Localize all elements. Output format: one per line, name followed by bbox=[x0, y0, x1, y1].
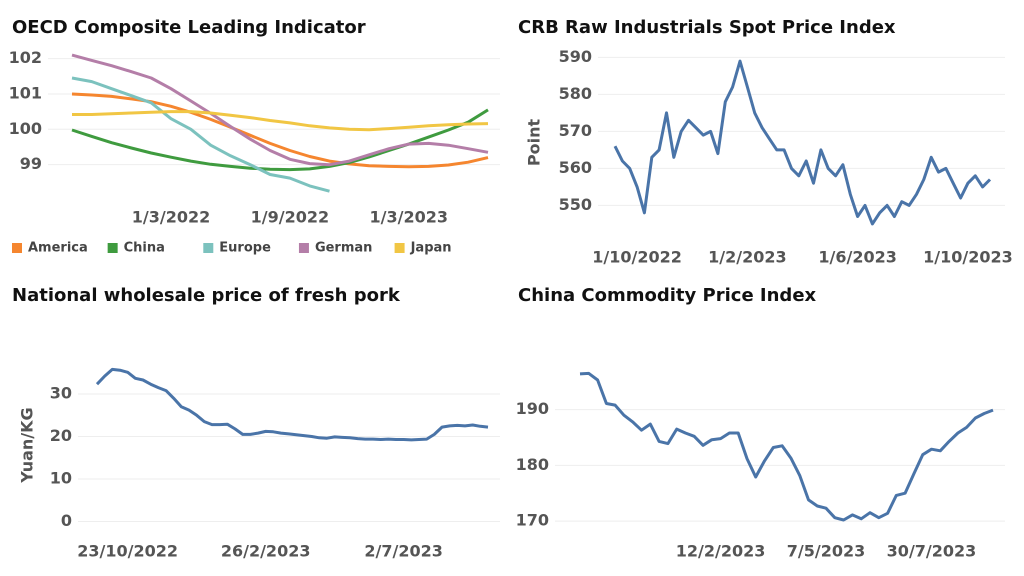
x-tick-label: 1/2/2023 bbox=[708, 248, 786, 267]
y-tick-label: 30 bbox=[50, 384, 72, 403]
y-tick-label: 100 bbox=[9, 119, 42, 138]
y-tick-label: 580 bbox=[559, 84, 592, 103]
legend-label: German bbox=[315, 241, 372, 256]
y-tick-label: 102 bbox=[9, 48, 42, 67]
legend-swatch bbox=[298, 243, 309, 253]
x-tick-label: 7/5/2023 bbox=[787, 542, 865, 561]
series-line bbox=[72, 110, 489, 132]
x-tick-label: 1/3/2023 bbox=[370, 208, 448, 227]
x-tick-label: 1/10/2022 bbox=[592, 248, 682, 267]
series-line bbox=[579, 371, 994, 522]
legend-label: Japan bbox=[410, 241, 452, 256]
x-tick-label: 12/2/2023 bbox=[676, 542, 766, 561]
y-tick-label: 550 bbox=[559, 195, 592, 214]
legend-swatch bbox=[203, 243, 214, 253]
x-tick-label: 30/7/2023 bbox=[887, 542, 977, 561]
chart-title: CRB Raw Industrials Spot Price Index bbox=[518, 17, 896, 38]
chart-title: China Commodity Price Index bbox=[518, 285, 817, 306]
series-line bbox=[71, 108, 489, 172]
x-tick-label: 1/3/2022 bbox=[132, 208, 210, 227]
y-tick-label: 180 bbox=[516, 455, 549, 474]
y-tick-label: 560 bbox=[559, 158, 592, 177]
series-line bbox=[71, 53, 489, 167]
y-tick-label: 20 bbox=[50, 426, 72, 445]
legend-swatch bbox=[107, 243, 118, 253]
x-tick-label: 2/7/2023 bbox=[364, 542, 442, 561]
x-tick-label: 1/9/2022 bbox=[251, 208, 329, 227]
y-axis-label: Yuan/KG bbox=[18, 407, 37, 483]
legend-swatch bbox=[394, 243, 405, 253]
legend-label: China bbox=[124, 241, 165, 256]
y-tick-label: 170 bbox=[516, 511, 549, 530]
x-tick-label: 1/6/2023 bbox=[818, 248, 896, 267]
y-tick-label: 590 bbox=[559, 47, 592, 66]
y-tick-label: 0 bbox=[61, 511, 72, 530]
legend-label: America bbox=[28, 241, 88, 256]
x-tick-label: 26/2/2023 bbox=[221, 542, 311, 561]
y-tick-label: 190 bbox=[516, 399, 549, 418]
y-tick-label: 101 bbox=[9, 83, 42, 102]
y-tick-label: 10 bbox=[50, 469, 72, 488]
series-line bbox=[71, 76, 330, 193]
chart-title: OECD Composite Leading Indicator bbox=[12, 17, 366, 38]
x-tick-label: 1/10/2023 bbox=[923, 248, 1013, 267]
x-tick-label: 23/10/2022 bbox=[77, 542, 178, 561]
chart-title: National wholesale price of fresh pork bbox=[12, 285, 401, 306]
y-tick-label: 570 bbox=[559, 121, 592, 140]
legend-swatch bbox=[12, 243, 22, 253]
series-line bbox=[95, 367, 489, 442]
legend-label: Europe bbox=[219, 241, 271, 256]
y-axis-label: Point bbox=[525, 119, 544, 167]
series-line bbox=[613, 59, 992, 226]
y-tick-label: 99 bbox=[20, 154, 42, 173]
